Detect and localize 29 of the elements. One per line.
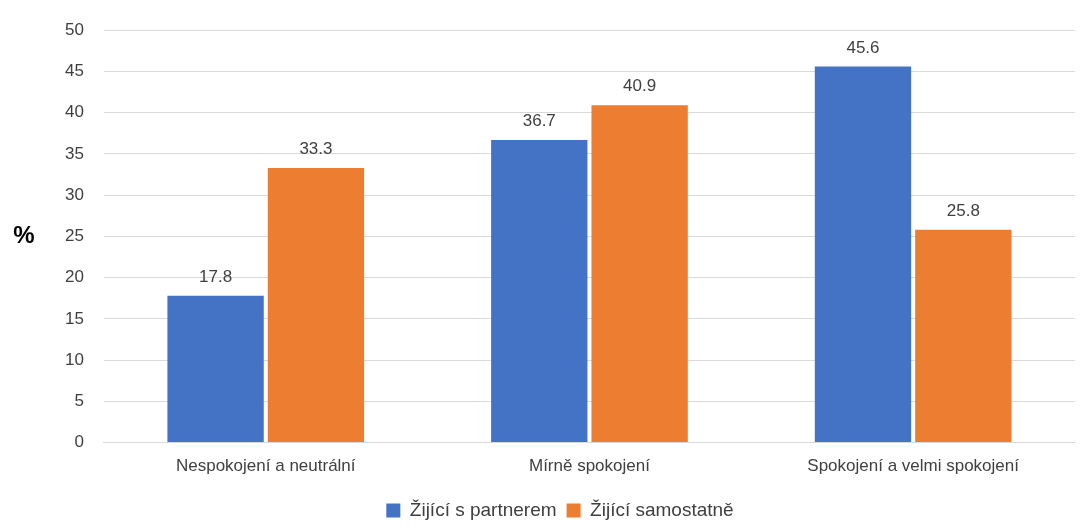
y-tick-label: 10 [64,349,84,369]
bar [915,229,1012,443]
x-tick-label: Spokojení a velmi spokojení [807,456,1020,476]
legend-label: Žijící s partnerem [409,498,557,520]
bar [491,139,588,443]
y-tick-label: 30 [64,184,84,204]
legend-label: Žijící samostatně [590,498,734,520]
data-label: 45.6 [846,37,880,57]
bar [591,105,688,443]
data-label: 25.8 [946,200,980,220]
data-label: 36.7 [522,111,556,131]
y-tick-label: 45 [64,61,84,81]
data-label: 33.3 [299,139,333,159]
data-label: 40.9 [623,76,657,96]
data-label: 17.8 [199,266,233,286]
bar [814,66,912,443]
bar [267,167,365,443]
y-tick-label: 35 [64,143,84,163]
y-tick-label: 50 [64,19,84,39]
y-tick-label: 25 [64,226,84,246]
y-axis-title: % [13,221,35,249]
bar [167,295,264,443]
x-tick-label: Mírně spokojení [528,456,651,476]
y-tick-label: 15 [64,308,84,328]
y-tick-label: 20 [64,267,84,287]
y-tick-label: 0 [74,432,84,452]
y-tick-label: 5 [74,391,84,411]
y-tick-label: 40 [64,102,84,122]
x-tick-label: Nespokojení a neutrální [175,456,356,476]
